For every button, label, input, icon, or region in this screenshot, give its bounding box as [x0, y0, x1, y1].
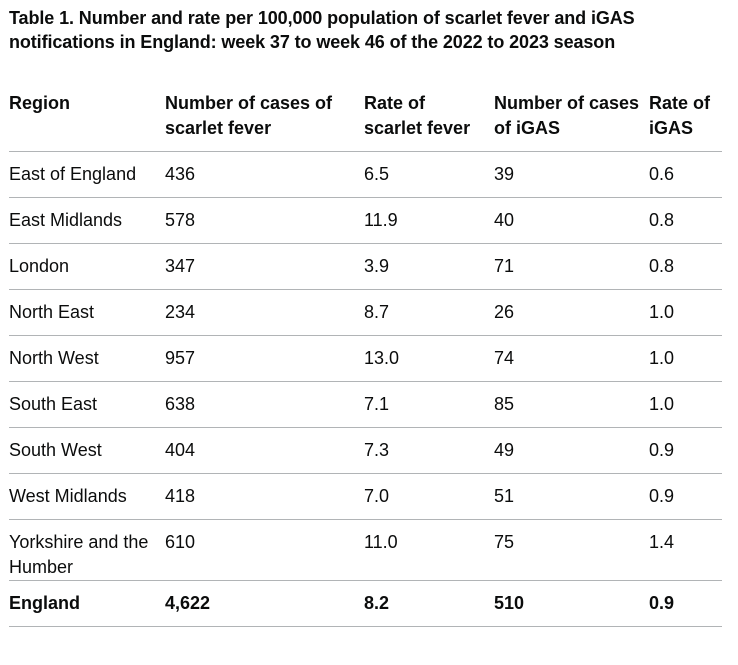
cell-scarlet-cases: 578 [165, 197, 364, 244]
cell-igas-cases: 75 [494, 519, 649, 581]
table-row: South West 404 7.3 49 0.9 [9, 427, 722, 474]
cell-igas-cases: 51 [494, 473, 649, 520]
table-row: South East 638 7.1 85 1.0 [9, 381, 722, 428]
cell-region: South West [9, 427, 165, 474]
cell-scarlet-cases: 4,622 [165, 580, 364, 627]
table-caption: Table 1. Number and rate per 100,000 pop… [9, 8, 635, 52]
cell-scarlet-rate: 8.7 [364, 289, 494, 336]
cell-region: London [9, 243, 165, 290]
cell-igas-rate: 0.6 [649, 151, 722, 198]
table-container: Table 1. Number and rate per 100,000 pop… [9, 6, 722, 627]
cell-igas-cases: 74 [494, 335, 649, 382]
cell-scarlet-cases: 347 [165, 243, 364, 290]
cell-igas-cases: 39 [494, 151, 649, 198]
cell-region: East Midlands [9, 197, 165, 244]
cell-igas-rate: 1.0 [649, 289, 722, 336]
header-scarlet-cases: Number of cases of scarlet fever [165, 91, 364, 152]
header-igas-cases: Number of cases of iGAS [494, 91, 649, 152]
total-row: England 4,622 8.2 510 0.9 [9, 580, 722, 627]
cell-igas-cases: 40 [494, 197, 649, 244]
table-row: North West 957 13.0 74 1.0 [9, 335, 722, 382]
cell-scarlet-cases: 610 [165, 519, 364, 581]
cell-scarlet-rate: 13.0 [364, 335, 494, 382]
cell-scarlet-rate: 7.3 [364, 427, 494, 474]
cell-igas-cases: 26 [494, 289, 649, 336]
cell-scarlet-cases: 957 [165, 335, 364, 382]
table-row: East of England 436 6.5 39 0.6 [9, 151, 722, 198]
cell-igas-rate: 0.9 [649, 473, 722, 520]
cell-scarlet-rate: 8.2 [364, 580, 494, 627]
cell-igas-cases: 510 [494, 580, 649, 627]
cell-igas-rate: 1.4 [649, 519, 722, 581]
table-row: North East 234 8.7 26 1.0 [9, 289, 722, 336]
table-row: London 347 3.9 71 0.8 [9, 243, 722, 290]
cell-region: Yorkshire and the Humber [9, 519, 165, 581]
cell-igas-rate: 1.0 [649, 381, 722, 428]
cell-scarlet-rate: 7.0 [364, 473, 494, 520]
cell-scarlet-cases: 418 [165, 473, 364, 520]
cell-igas-rate: 0.9 [649, 427, 722, 474]
cell-scarlet-cases: 234 [165, 289, 364, 336]
cell-region: West Midlands [9, 473, 165, 520]
cell-scarlet-rate: 11.9 [364, 197, 494, 244]
cell-scarlet-rate: 7.1 [364, 381, 494, 428]
cell-igas-rate: 0.9 [649, 580, 722, 627]
cell-scarlet-rate: 11.0 [364, 519, 494, 581]
cell-region: South East [9, 381, 165, 428]
cell-scarlet-rate: 3.9 [364, 243, 494, 290]
cell-scarlet-cases: 404 [165, 427, 364, 474]
cell-scarlet-cases: 638 [165, 381, 364, 428]
header-scarlet-rate: Rate of scarlet fever [364, 91, 494, 152]
header-row: Region Number of cases of scarlet fever … [9, 91, 722, 152]
cell-scarlet-rate: 6.5 [364, 151, 494, 198]
cell-igas-cases: 49 [494, 427, 649, 474]
cell-igas-cases: 71 [494, 243, 649, 290]
cell-igas-rate: 0.8 [649, 243, 722, 290]
table-row: East Midlands 578 11.9 40 0.8 [9, 197, 722, 244]
table-row: Yorkshire and the Humber 610 11.0 75 1.4 [9, 519, 722, 581]
cell-igas-cases: 85 [494, 381, 649, 428]
cell-region: East of England [9, 151, 165, 198]
header-igas-rate: Rate of iGAS [649, 91, 722, 152]
cell-igas-rate: 1.0 [649, 335, 722, 382]
cell-igas-rate: 0.8 [649, 197, 722, 244]
cell-scarlet-cases: 436 [165, 151, 364, 198]
table-row: West Midlands 418 7.0 51 0.9 [9, 473, 722, 520]
header-region: Region [9, 91, 165, 152]
cell-region: North West [9, 335, 165, 382]
cell-region: England [9, 580, 165, 627]
cell-region: North East [9, 289, 165, 336]
data-table: Region Number of cases of scarlet fever … [9, 91, 722, 627]
